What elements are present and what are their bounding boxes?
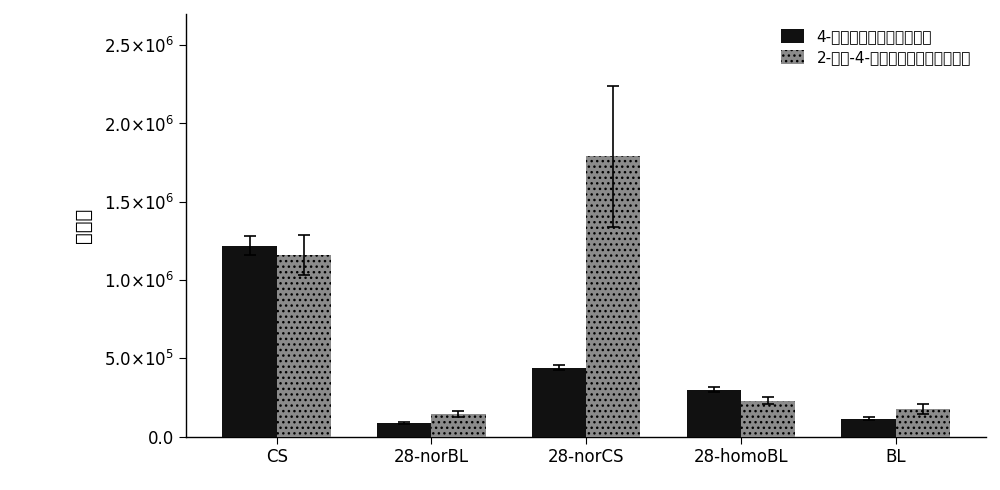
Bar xyxy=(896,409,950,437)
Legend: 4-苯基氨基甲基苯硼酸衍生, 2-甲基-4-苯基氨基甲基苯硼酸衍生: 4-苯基氨基甲基苯硼酸衍生, 2-甲基-4-苯基氨基甲基苯硼酸衍生 xyxy=(774,22,978,73)
Bar xyxy=(586,156,640,437)
Bar xyxy=(222,245,277,437)
Bar xyxy=(532,368,586,437)
Y-axis label: 峰面积: 峰面积 xyxy=(74,208,93,243)
Bar xyxy=(687,390,741,437)
Bar xyxy=(277,255,331,437)
Bar xyxy=(841,418,896,437)
Bar xyxy=(377,423,431,437)
Bar xyxy=(431,414,486,437)
Bar xyxy=(741,400,795,437)
